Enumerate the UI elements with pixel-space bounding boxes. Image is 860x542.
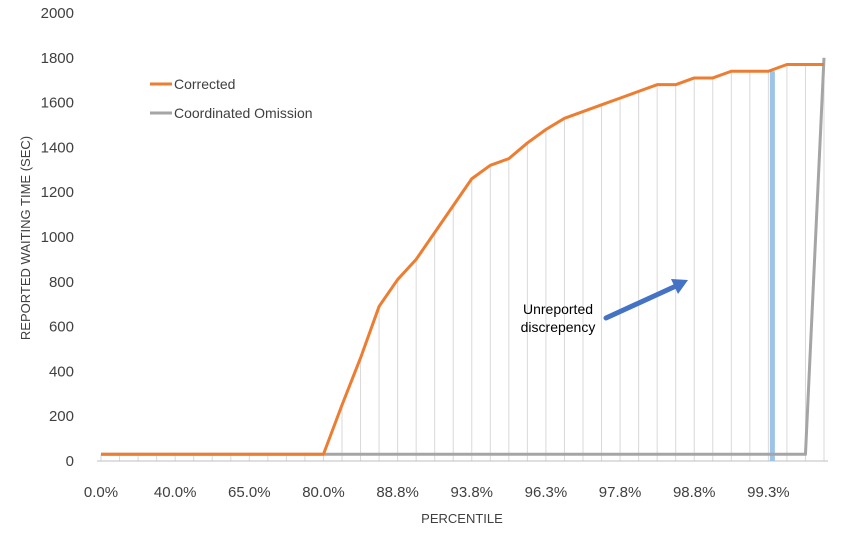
annotation-text-line2: discrepency [521, 319, 596, 335]
y-axis-title: REPORTED WAITING TIME (SEC) [18, 136, 33, 340]
vertical-gridlines [100, 64, 825, 461]
y-tick-label: 1800 [41, 50, 74, 67]
x-tick-label: 40.0% [154, 484, 197, 501]
y-tick-label: 1600 [41, 95, 74, 112]
y-tick-label: 400 [49, 363, 74, 380]
y-tick-label: 200 [49, 408, 74, 425]
x-tick-label: 93.8% [450, 484, 493, 501]
annotation-arrow [603, 283, 679, 321]
y-axis-tick-labels: 0 200 400 600 800 1000 1200 1400 1600 1800 2000 [41, 5, 74, 470]
y-tick-label: 0 [66, 453, 74, 470]
y-tick-label: 800 [49, 274, 74, 291]
x-axis-title: PERCENTILE [421, 511, 503, 526]
y-tick-label: 1400 [41, 139, 74, 156]
x-tick-label: 65.0% [228, 484, 271, 501]
legend-label-corrected: Corrected [174, 76, 235, 92]
y-tick-label: 1200 [41, 184, 74, 201]
x-tick-label: 99.3% [747, 484, 790, 501]
y-tick-label: 600 [49, 319, 74, 336]
x-tick-label: 80.0% [302, 484, 345, 501]
x-tick-label: 98.8% [673, 484, 716, 501]
legend: Corrected Coordinated Omission [150, 76, 313, 121]
x-axis-tick-labels: 0.0% 40.0% 65.0% 80.0% 88.8% 93.8% 96.3% 97.8% 9… [84, 484, 790, 501]
x-tick-label: 96.3% [525, 484, 568, 501]
annotation-arrow-head [671, 279, 688, 294]
x-tick-label: 97.8% [599, 484, 642, 501]
y-tick-label: 2000 [41, 5, 74, 22]
annotation: Unreported discrepency [521, 279, 688, 335]
annotation-text-line1: Unreported [523, 301, 593, 317]
y-tick-label: 1000 [41, 229, 74, 246]
legend-label-coordinated-omission: Coordinated Omission [174, 105, 313, 121]
series-line-corrected [101, 63, 824, 456]
x-tick-label: 88.8% [376, 484, 419, 501]
x-tick-label: 0.0% [84, 484, 118, 501]
